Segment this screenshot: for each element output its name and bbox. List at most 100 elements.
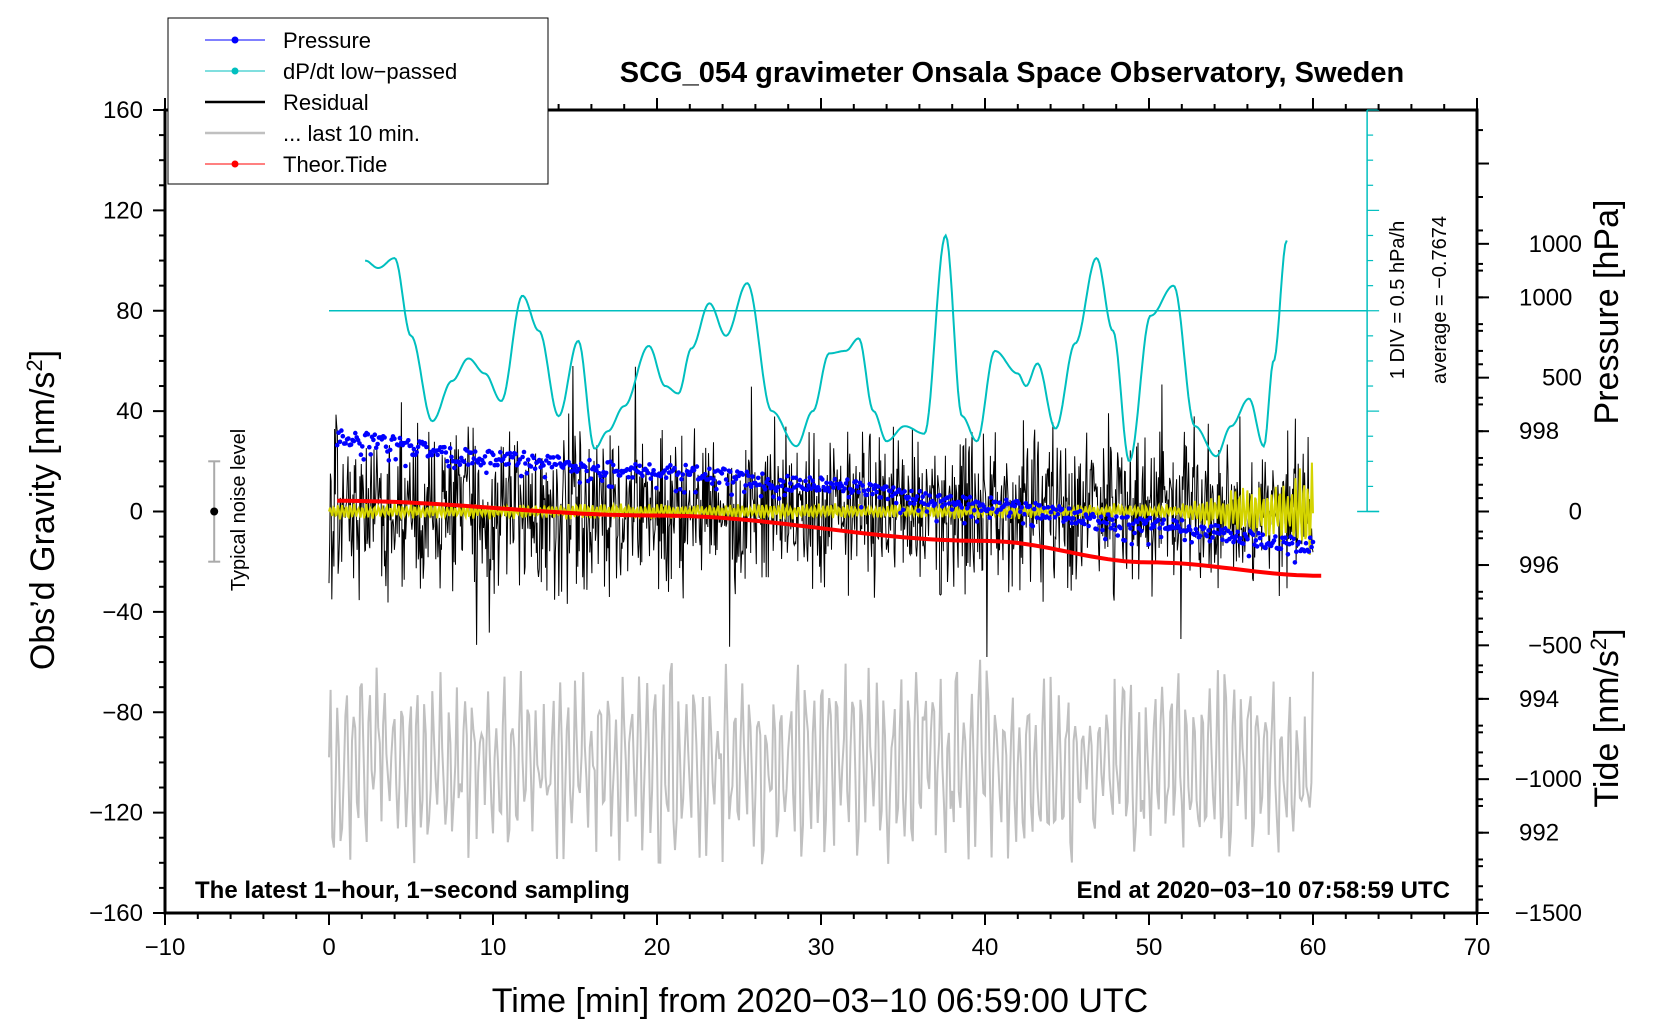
y-tick-label-tide: 1000: [1529, 231, 1582, 258]
pressure-point: [1129, 541, 1135, 547]
pressure-point: [775, 484, 780, 490]
pressure-point: [693, 489, 698, 495]
pressure-point: [1135, 519, 1140, 525]
y-axis-tide: 1000 500 0 −500 −1000 −1500: [1477, 231, 1582, 927]
pressure-point: [741, 489, 747, 495]
pressure-point: [1250, 532, 1256, 538]
pressure-point: [1256, 531, 1261, 536]
pressure-point: [1087, 516, 1093, 521]
pressure-point: [598, 473, 603, 479]
pressure-point: [748, 484, 754, 490]
pressure-point: [987, 515, 992, 520]
pressure-point: [445, 458, 450, 464]
pressure-point: [1195, 530, 1200, 536]
pressure-point: [633, 462, 638, 467]
pressure-point: [1104, 521, 1109, 526]
pressure-point: [1112, 527, 1118, 532]
pressure-point: [1179, 518, 1185, 523]
pressure-point: [457, 462, 463, 468]
pressure-point: [750, 474, 755, 479]
pressure-point: [907, 500, 913, 506]
pressure-point: [353, 430, 358, 436]
pressure-point: [1202, 525, 1207, 530]
pressure-point: [337, 439, 343, 445]
pressure-point: [447, 445, 453, 451]
tide-line: [337, 498, 1322, 578]
pressure-point: [1122, 538, 1128, 543]
pressure-point: [827, 489, 832, 494]
pressure-point: [491, 452, 496, 458]
pressure-point: [553, 462, 559, 468]
pressure-point: [714, 486, 719, 492]
pressure-point: [1156, 517, 1161, 523]
pressure-point: [1111, 522, 1116, 528]
pressure-point: [351, 438, 357, 444]
pressure-point: [1037, 503, 1043, 508]
dpdt-series: [329, 233, 1368, 463]
pressure-point: [637, 463, 642, 469]
pressure-point: [969, 514, 974, 519]
pressure-point: [967, 494, 973, 500]
pressure-point: [891, 485, 896, 490]
pressure-point: [832, 476, 838, 482]
x-axis-label: Time [min] from 2020−03−10 06:59:00 UTC: [492, 982, 1148, 1020]
pressure-point: [1257, 535, 1263, 541]
legend-label-tide: Theor.Tide: [283, 152, 387, 177]
pressure-point: [587, 457, 592, 463]
pressure-point: [831, 485, 836, 490]
pressure-point: [806, 483, 811, 488]
pressure-point: [694, 464, 700, 469]
y-axis-pressure: 992 994 996 998 1000: [1477, 129, 1572, 901]
pressure-point: [1151, 524, 1157, 529]
pressure-point: [1241, 541, 1246, 546]
average-label: average = −0.7674: [1429, 216, 1451, 384]
pressure-point: [1160, 521, 1165, 526]
noise-center-dot: [210, 507, 219, 516]
pressure-point: [435, 452, 440, 458]
pressure-point: [884, 484, 889, 490]
pressure-point: [1182, 537, 1188, 543]
pressure-point: [942, 501, 948, 507]
pressure-point: [853, 478, 859, 484]
y-axis-tide-label: Tide [nm/s2]: [1586, 628, 1626, 807]
pressure-point: [920, 494, 925, 500]
pressure-point: [411, 446, 417, 452]
pressure-point: [857, 480, 863, 486]
pressure-point: [1128, 526, 1133, 531]
pressure-point: [365, 432, 371, 437]
pressure-point: [608, 459, 613, 465]
pressure-point: [985, 506, 991, 512]
pressure-point: [521, 449, 527, 455]
pressure-point: [930, 498, 935, 504]
y-tick-label-tide: 0: [1569, 499, 1582, 526]
pressure-point: [1289, 540, 1295, 546]
pressure-point: [1215, 523, 1221, 529]
pressure-point: [408, 443, 414, 448]
legend-entry-dpdt: dP/dt low−passed: [205, 59, 457, 84]
pressure-point: [1208, 524, 1214, 529]
pressure-point: [532, 466, 538, 472]
pressure-point: [1221, 530, 1227, 536]
legend-label-pressure: Pressure: [283, 28, 371, 53]
pressure-point: [779, 483, 785, 489]
pressure-point: [1069, 520, 1075, 526]
pressure-point: [615, 468, 620, 474]
pressure-point: [1110, 517, 1115, 523]
pressure-point: [368, 452, 374, 457]
legend-label-dpdt: dP/dt low−passed: [283, 59, 457, 84]
pressure-point: [495, 462, 500, 468]
pressure-point: [603, 470, 609, 476]
pressure-point: [963, 496, 969, 501]
pressure-point: [397, 435, 403, 441]
pressure-point: [1070, 516, 1076, 521]
y-tick-label-left: −120: [89, 800, 143, 827]
pressure-point: [1139, 528, 1144, 534]
pressure-point: [788, 481, 793, 486]
y-tick-label-tide: −1500: [1515, 900, 1582, 927]
div-label: 1 DIV = 0.5 hPa/h: [1387, 221, 1409, 379]
bottom-left-note: The latest 1−hour, 1−second sampling: [195, 877, 630, 904]
pressure-point: [1082, 521, 1087, 527]
pressure-point: [541, 463, 546, 468]
pressure-point: [343, 441, 348, 446]
pressure-point: [820, 477, 825, 482]
